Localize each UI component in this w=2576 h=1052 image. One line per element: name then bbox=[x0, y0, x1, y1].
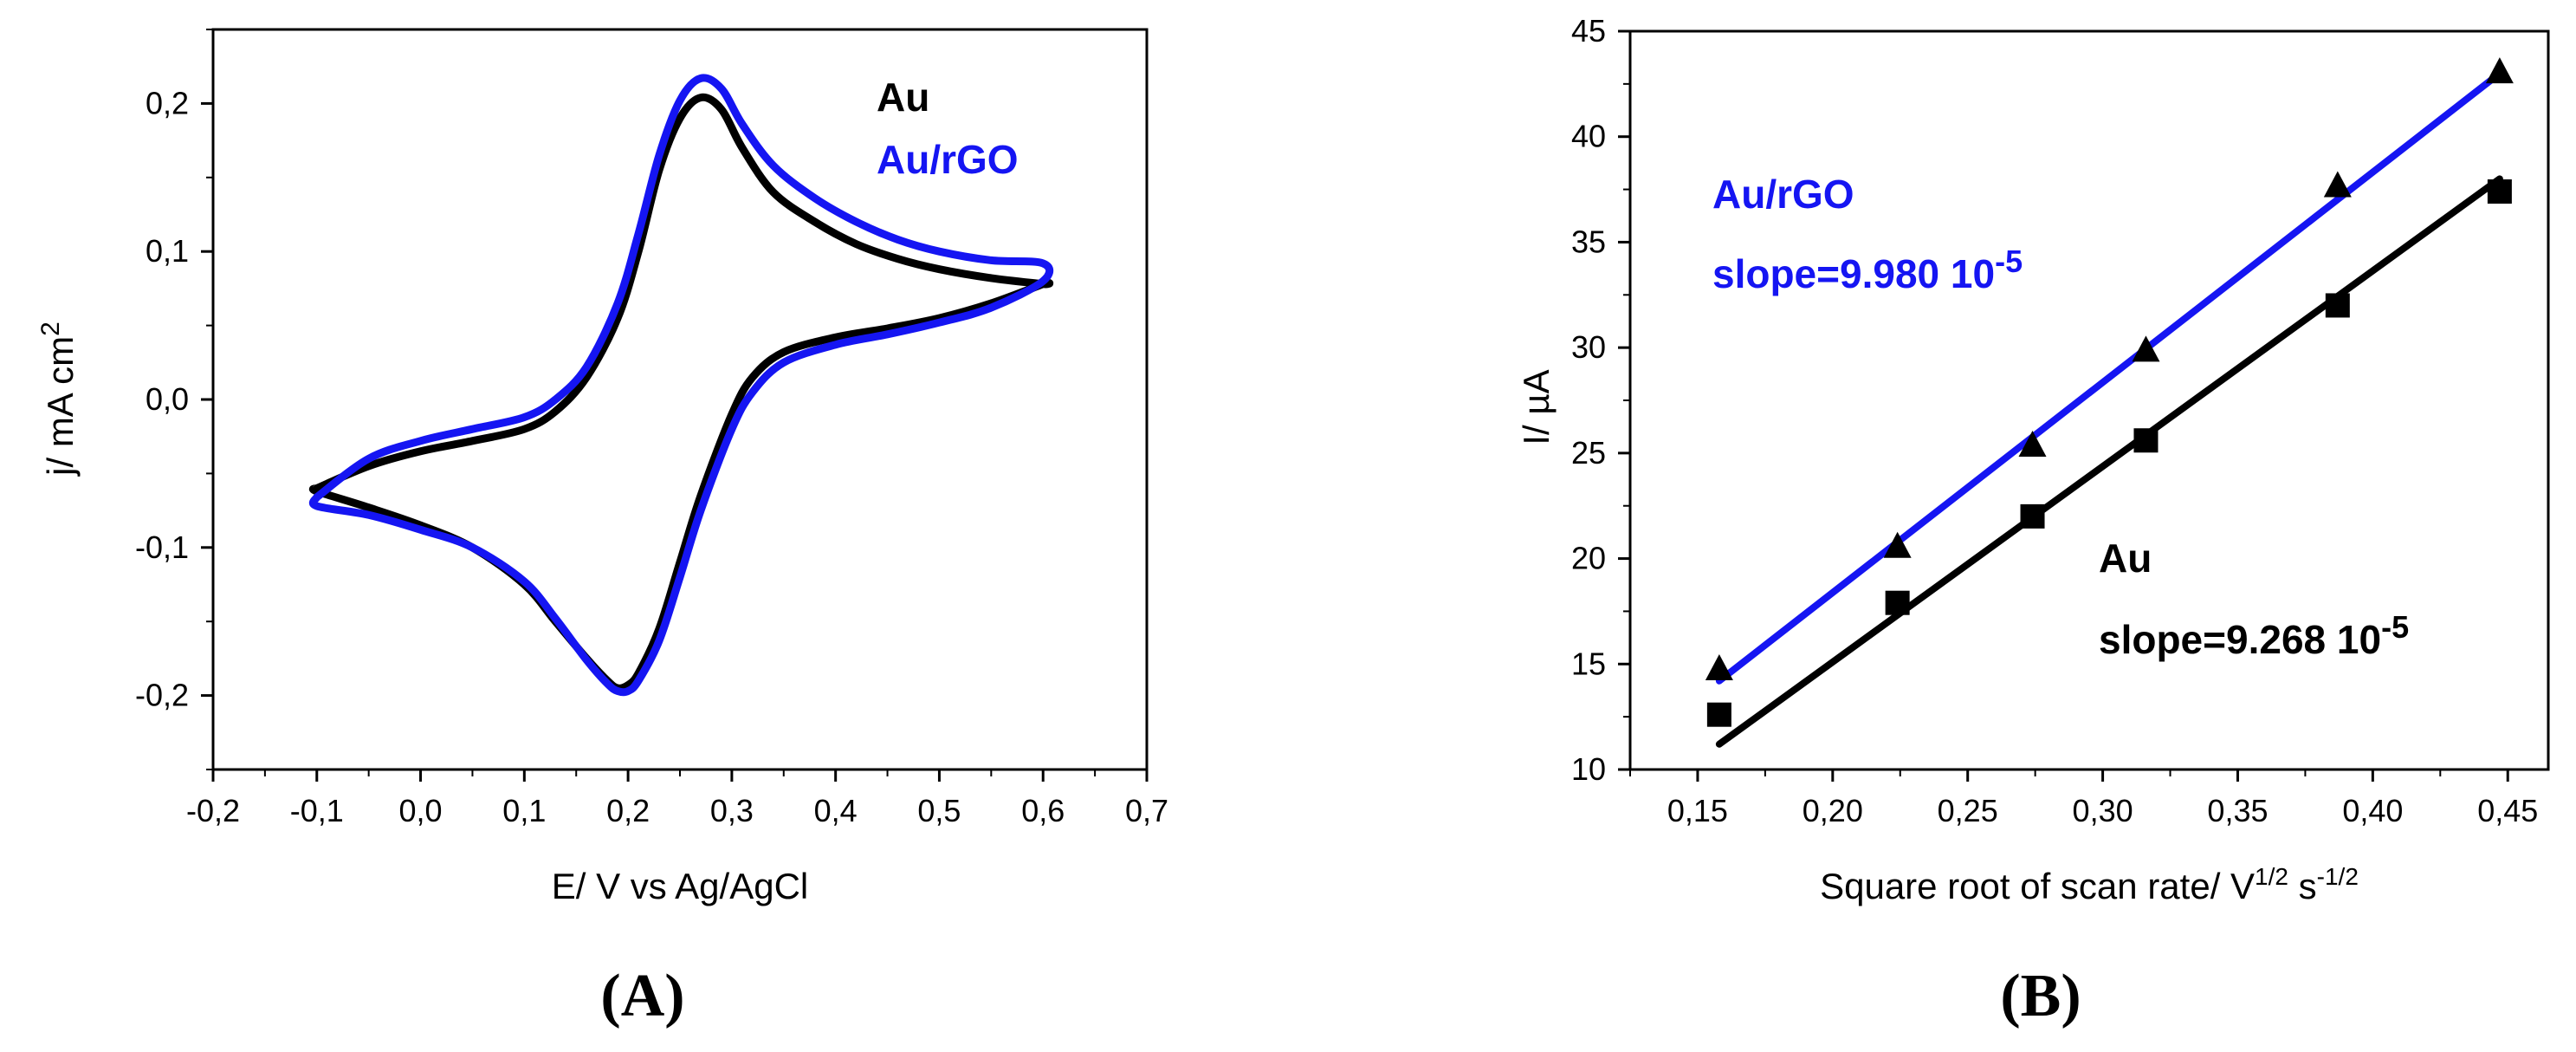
panel-label-a: (A) bbox=[600, 963, 684, 1029]
x-tick-label: 0,20 bbox=[1803, 793, 1863, 828]
x-tick-label: -0,1 bbox=[290, 793, 344, 828]
data-point-square-au bbox=[1885, 590, 1910, 615]
fit-lines bbox=[1715, 69, 2503, 748]
y-tick-label: 30 bbox=[1571, 329, 1606, 365]
x-axis-title-b-mid: s bbox=[2288, 866, 2317, 906]
x-axis-ticks: -0,2 -0,1 0,0 0,1 0,2 0,3 0,4 0,5 0,6 0,7 bbox=[186, 770, 1168, 828]
y-tick-label: 25 bbox=[1571, 435, 1606, 471]
x-axis-title-b-sup2: -1/2 bbox=[2317, 863, 2359, 890]
y-tick-label: -0,2 bbox=[135, 678, 189, 713]
x-tick-label: 0,4 bbox=[814, 793, 858, 828]
slope-label-au-rgo-text: slope=9.980 10 bbox=[1712, 251, 1995, 296]
x-tick-label: -0,2 bbox=[186, 793, 240, 828]
y-tick-label: 20 bbox=[1571, 541, 1606, 576]
y-tick-label: 15 bbox=[1571, 646, 1606, 681]
x-tick-label: 0,15 bbox=[1667, 793, 1728, 828]
y-tick-label: 0,2 bbox=[146, 85, 189, 120]
data-point-square-au bbox=[2325, 293, 2350, 318]
fit-line-au bbox=[1715, 175, 2503, 748]
fit-line-au-rgo bbox=[1715, 69, 2503, 685]
x-tick-label: 0,3 bbox=[710, 793, 754, 828]
x-axis-title-b-sup1: 1/2 bbox=[2255, 863, 2288, 890]
x-tick-label: 0,5 bbox=[917, 793, 961, 828]
cv-curve-au-rgo bbox=[308, 74, 1054, 697]
y-tick-label: 0,1 bbox=[146, 233, 189, 269]
slope-label-au: slope=9.268 10-5 bbox=[2099, 609, 2409, 662]
y-axis-title-sup: 2 bbox=[36, 321, 65, 336]
cv-curves bbox=[308, 74, 1054, 697]
x-axis-title: E/ V vs Ag/AgCl bbox=[552, 866, 808, 906]
legend-label-au: Au bbox=[877, 75, 929, 120]
y-axis-title: j/ mA cm2 bbox=[36, 321, 81, 477]
x-tick-label: 0,1 bbox=[502, 793, 546, 828]
x-tick-label: 0,7 bbox=[1125, 793, 1168, 828]
data-point-triangle-au-rgo bbox=[2018, 430, 2047, 457]
data-point-square-au bbox=[2133, 428, 2159, 453]
cv-curve-au bbox=[308, 93, 1054, 692]
y-tick-label: 10 bbox=[1571, 751, 1606, 787]
slope-label-au-text: slope=9.268 10 bbox=[2099, 617, 2381, 662]
data-points bbox=[1705, 57, 2514, 727]
x-tick-label: 0,30 bbox=[2073, 793, 2133, 828]
panel-label-b: (B) bbox=[2000, 963, 2081, 1029]
data-point-triangle-au-rgo bbox=[1705, 653, 1733, 680]
y-axis-title-text: j/ mA cm bbox=[40, 336, 81, 477]
x-tick-label: 0,35 bbox=[2207, 793, 2268, 828]
series-label-au: Au bbox=[2099, 536, 2152, 581]
data-point-square-au bbox=[1706, 702, 1731, 727]
data-point-triangle-au-rgo bbox=[2323, 171, 2352, 198]
x-tick-label: 0,0 bbox=[399, 793, 443, 828]
y-tick-label: 35 bbox=[1571, 224, 1606, 259]
x-tick-label: 0,25 bbox=[1938, 793, 1998, 828]
data-point-square-au bbox=[2487, 179, 2512, 205]
slope-label-au-rgo: slope=9.980 10-5 bbox=[1712, 244, 2023, 296]
x-tick-label: 0,2 bbox=[606, 793, 650, 828]
panel-a: -0,2 -0,1 0,0 0,1 0,2 0,3 0,4 0,5 0,6 0,7 -0,2-0,… bbox=[36, 28, 1168, 1029]
x-tick-label: 0,40 bbox=[2342, 793, 2403, 828]
data-point-square-au bbox=[2020, 503, 2045, 529]
slope-label-au-rgo-sup: -5 bbox=[1995, 244, 2023, 279]
x-tick-label: 0,45 bbox=[2477, 793, 2538, 828]
series-label-au-rgo: Au/rGO bbox=[1712, 172, 1854, 217]
y-axis-ticks-b: 10 15 20 25 30 35 40 45 bbox=[1571, 13, 1630, 787]
data-point-triangle-au-rgo bbox=[2132, 335, 2160, 362]
y-tick-label: 40 bbox=[1571, 119, 1606, 154]
data-point-triangle-au-rgo bbox=[2485, 57, 2514, 84]
x-axis-title-b: Square root of scan rate/ V1/2 s-1/2 bbox=[1820, 863, 2359, 906]
y-tick-label: 0,0 bbox=[146, 381, 189, 417]
y-tick-label: -0,1 bbox=[135, 529, 189, 565]
x-axis-ticks-b: 0,15 0,20 0,25 0,30 0,35 0,40 0,45 bbox=[1629, 770, 2538, 828]
legend-label-au-rgo: Au/rGO bbox=[877, 137, 1019, 182]
x-axis-title-b-text: Square root of scan rate/ V bbox=[1820, 866, 2255, 906]
slope-label-au-sup: -5 bbox=[2381, 609, 2409, 645]
data-point-triangle-au-rgo bbox=[1883, 531, 1912, 558]
panel-b: 0,15 0,20 0,25 0,30 0,35 0,40 0,45 10 15 20 25 30 3… bbox=[1516, 13, 2550, 1029]
y-tick-label: 45 bbox=[1571, 13, 1606, 49]
y-axis-ticks: -0,2 -0,1 0,0 0,1 0,2 bbox=[135, 29, 213, 770]
y-axis-title-b: I/ µA bbox=[1516, 369, 1557, 445]
x-tick-label: 0,6 bbox=[1021, 793, 1065, 828]
